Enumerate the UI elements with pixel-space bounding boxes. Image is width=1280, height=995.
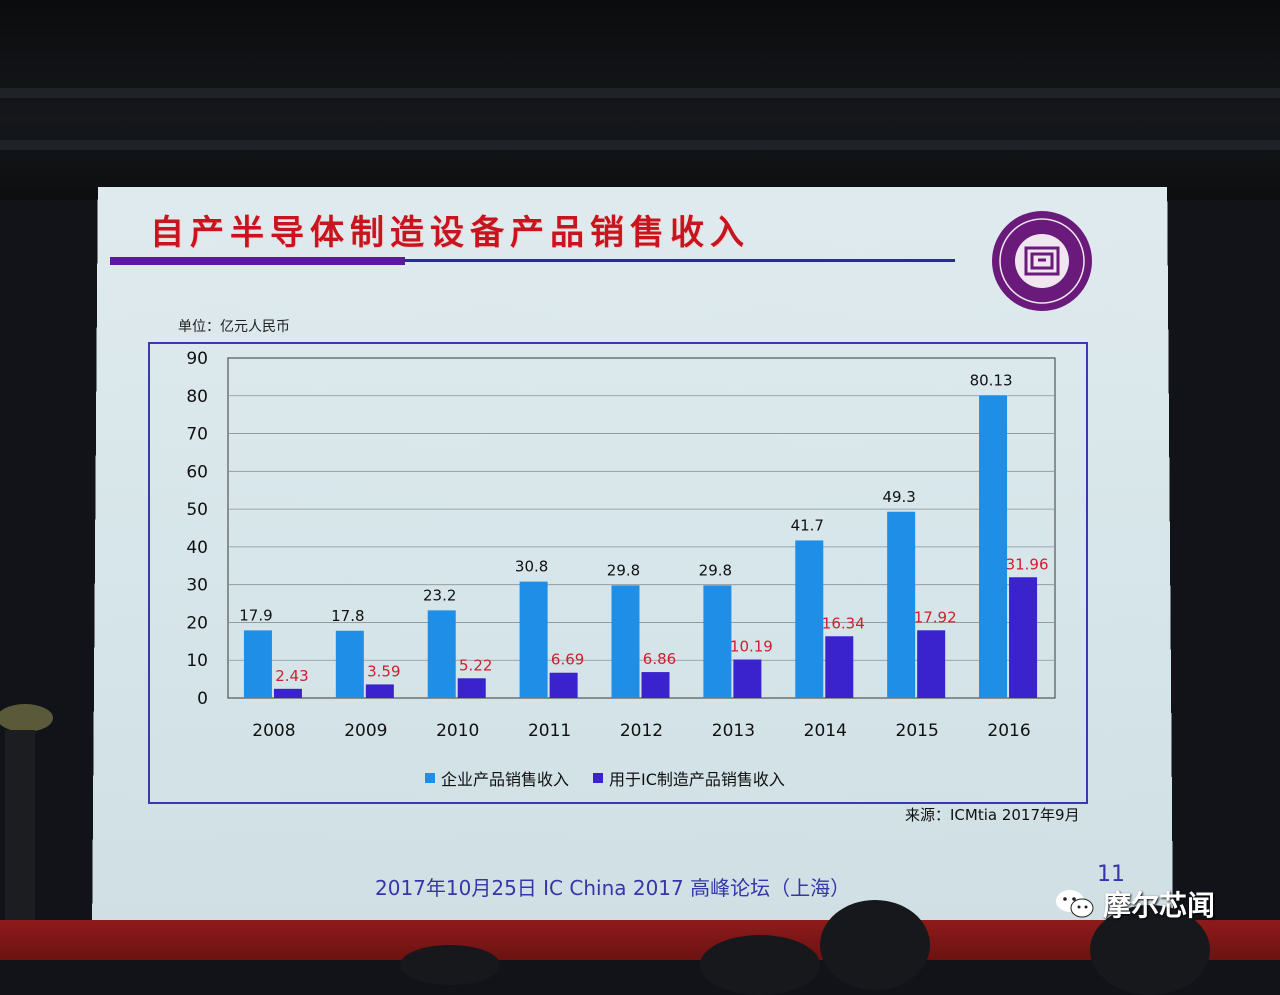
data-label: 29.8 bbox=[699, 561, 732, 579]
bar-ic-sales-2013 bbox=[733, 660, 761, 698]
legend-label: 用于IC制造产品销售收入 bbox=[609, 766, 785, 790]
x-tick-label: 2010 bbox=[436, 721, 479, 741]
audience-head bbox=[700, 935, 820, 995]
bar-ic-sales-2010 bbox=[458, 678, 486, 698]
x-tick-label: 2009 bbox=[344, 721, 387, 741]
bar-sales-2010 bbox=[428, 610, 456, 698]
bar-sales-2015 bbox=[887, 512, 915, 698]
x-tick-label: 2014 bbox=[804, 721, 847, 741]
data-label: 10.19 bbox=[730, 638, 773, 656]
x-tick-label: 2015 bbox=[896, 721, 939, 741]
y-tick-label: 70 bbox=[186, 425, 208, 445]
data-label: 2.43 bbox=[275, 667, 308, 685]
chart-legend: 企业产品销售收入 用于IC制造产品销售收入 bbox=[425, 766, 785, 790]
bar-sales-2013 bbox=[703, 585, 731, 698]
y-tick-label: 30 bbox=[186, 576, 208, 596]
legend-label: 企业产品销售收入 bbox=[441, 766, 569, 790]
wechat-icon bbox=[1055, 887, 1095, 921]
data-label: 30.8 bbox=[515, 558, 548, 576]
data-label: 16.34 bbox=[822, 614, 865, 632]
data-label: 29.8 bbox=[607, 561, 640, 579]
data-label: 80.13 bbox=[970, 371, 1013, 389]
y-tick-label: 20 bbox=[186, 613, 208, 633]
y-tick-label: 10 bbox=[186, 651, 208, 671]
x-tick-label: 2011 bbox=[528, 721, 571, 741]
bar-ic-sales-2012 bbox=[642, 672, 670, 698]
bar-sales-2011 bbox=[520, 582, 548, 698]
y-tick-label: 40 bbox=[186, 538, 208, 558]
data-label: 31.96 bbox=[1006, 555, 1049, 573]
bar-sales-2008 bbox=[244, 630, 272, 698]
bar-ic-sales-2011 bbox=[550, 673, 578, 698]
stage-floor bbox=[0, 920, 1280, 960]
legend-item-series-2: 用于IC制造产品销售收入 bbox=[593, 766, 785, 790]
data-label: 23.2 bbox=[423, 586, 456, 604]
bar-ic-sales-2009 bbox=[366, 684, 394, 698]
data-label: 49.3 bbox=[882, 488, 915, 506]
audience-head bbox=[820, 900, 930, 990]
watermark-text: 摩尔芯闻 bbox=[1103, 884, 1215, 924]
data-label: 6.86 bbox=[643, 650, 676, 668]
data-source: 来源：ICMtia 2017年9月 bbox=[905, 804, 1080, 825]
x-tick-label: 2012 bbox=[620, 721, 663, 741]
data-label: 6.69 bbox=[551, 651, 584, 669]
bar-ic-sales-2008 bbox=[274, 689, 302, 698]
data-label: 17.9 bbox=[239, 606, 272, 624]
bar-ic-sales-2014 bbox=[825, 636, 853, 698]
bar-sales-2009 bbox=[336, 631, 364, 698]
data-label: 3.59 bbox=[367, 662, 400, 680]
y-tick-label: 60 bbox=[186, 462, 208, 482]
y-tick-label: 80 bbox=[186, 387, 208, 407]
bar-ic-sales-2016 bbox=[1009, 577, 1037, 698]
bar-sales-2014 bbox=[795, 540, 823, 698]
x-tick-label: 2008 bbox=[252, 721, 295, 741]
y-tick-label: 90 bbox=[186, 349, 208, 369]
bar-sales-2012 bbox=[612, 585, 640, 698]
data-label: 41.7 bbox=[791, 516, 824, 534]
bar-sales-2016 bbox=[979, 395, 1007, 698]
data-label: 17.8 bbox=[331, 607, 364, 625]
legend-item-series-1: 企业产品销售收入 bbox=[425, 766, 569, 790]
x-tick-label: 2016 bbox=[987, 721, 1030, 741]
data-label: 17.92 bbox=[914, 608, 957, 626]
audience-head bbox=[400, 945, 500, 985]
y-tick-label: 50 bbox=[186, 500, 208, 520]
legend-swatch bbox=[593, 773, 603, 783]
x-tick-label: 2013 bbox=[712, 721, 755, 741]
watermark: 摩尔芯闻 bbox=[1055, 884, 1215, 924]
legend-swatch bbox=[425, 773, 435, 783]
bar-ic-sales-2015 bbox=[917, 630, 945, 698]
slide-footer: 2017年10月25日 IC China 2017 高峰论坛（上海） bbox=[375, 872, 850, 901]
y-tick-label: 0 bbox=[197, 689, 208, 709]
bar-chart: 0 10 20 30 40 50 60 70 80 90 17.9 2.43 2008 17.8 3.59 2… bbox=[0, 0, 1280, 960]
data-label: 5.22 bbox=[459, 656, 492, 674]
